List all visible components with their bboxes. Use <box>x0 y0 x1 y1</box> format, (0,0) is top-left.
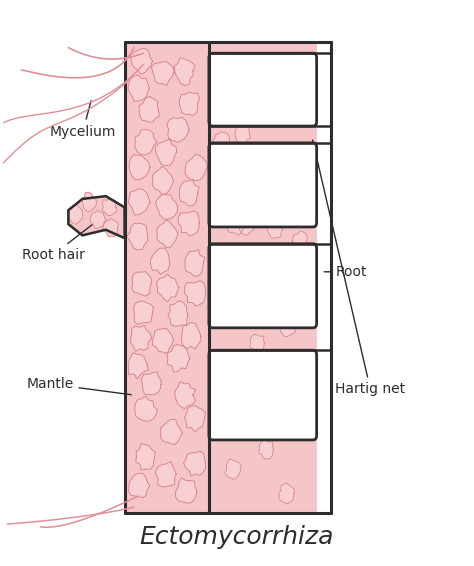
Polygon shape <box>155 461 176 487</box>
Polygon shape <box>239 217 255 235</box>
Polygon shape <box>178 211 199 236</box>
Polygon shape <box>267 220 283 239</box>
Polygon shape <box>130 325 152 351</box>
Polygon shape <box>184 406 206 432</box>
Polygon shape <box>128 188 150 215</box>
Polygon shape <box>279 483 294 504</box>
Polygon shape <box>265 305 281 323</box>
Polygon shape <box>135 396 157 421</box>
Text: Ectomycorrhiza: Ectomycorrhiza <box>140 525 334 549</box>
Polygon shape <box>151 62 174 85</box>
Polygon shape <box>128 353 148 379</box>
Polygon shape <box>185 154 207 181</box>
Polygon shape <box>267 171 282 187</box>
Polygon shape <box>185 250 205 276</box>
Polygon shape <box>168 301 188 326</box>
Polygon shape <box>292 231 307 251</box>
Polygon shape <box>127 223 148 250</box>
Text: Root: Root <box>324 265 367 279</box>
Polygon shape <box>219 191 237 211</box>
Polygon shape <box>219 383 235 402</box>
Polygon shape <box>235 125 250 144</box>
Polygon shape <box>288 60 303 76</box>
Polygon shape <box>259 440 273 459</box>
Polygon shape <box>68 196 125 238</box>
Polygon shape <box>132 272 151 296</box>
Polygon shape <box>210 306 227 324</box>
Polygon shape <box>271 273 286 294</box>
Text: Mycelium: Mycelium <box>50 101 116 139</box>
FancyBboxPatch shape <box>209 244 317 328</box>
Polygon shape <box>258 194 274 213</box>
Polygon shape <box>182 323 201 349</box>
Polygon shape <box>167 345 190 372</box>
Polygon shape <box>102 199 117 216</box>
Polygon shape <box>213 132 229 151</box>
Text: Mantle: Mantle <box>26 377 131 395</box>
Polygon shape <box>255 410 271 429</box>
Polygon shape <box>161 419 182 444</box>
Polygon shape <box>175 381 196 409</box>
Polygon shape <box>135 130 157 155</box>
Polygon shape <box>243 246 259 266</box>
Polygon shape <box>179 92 200 115</box>
Polygon shape <box>283 271 299 289</box>
Polygon shape <box>228 215 245 235</box>
Polygon shape <box>232 255 246 276</box>
FancyBboxPatch shape <box>209 350 317 440</box>
Polygon shape <box>243 181 261 201</box>
Polygon shape <box>278 190 295 208</box>
Polygon shape <box>167 118 189 143</box>
Bar <box>209 42 317 513</box>
Polygon shape <box>103 218 118 237</box>
Polygon shape <box>175 478 197 503</box>
Polygon shape <box>82 192 97 212</box>
Polygon shape <box>129 155 150 180</box>
Polygon shape <box>263 75 278 93</box>
Polygon shape <box>90 210 106 229</box>
Polygon shape <box>271 146 287 165</box>
Polygon shape <box>292 375 307 395</box>
Polygon shape <box>280 318 296 337</box>
Bar <box>125 42 209 513</box>
Polygon shape <box>183 451 206 476</box>
Polygon shape <box>291 98 306 115</box>
Polygon shape <box>141 372 161 395</box>
Polygon shape <box>128 75 149 101</box>
FancyBboxPatch shape <box>209 143 317 227</box>
Polygon shape <box>157 220 178 248</box>
Polygon shape <box>250 335 264 353</box>
Text: Hartig net: Hartig net <box>312 140 405 397</box>
Polygon shape <box>179 179 199 206</box>
Polygon shape <box>152 329 173 354</box>
Polygon shape <box>156 274 179 302</box>
Polygon shape <box>150 248 170 275</box>
Polygon shape <box>136 444 155 470</box>
Polygon shape <box>215 264 230 283</box>
Polygon shape <box>139 96 159 122</box>
Polygon shape <box>155 195 177 220</box>
Polygon shape <box>184 281 206 306</box>
Polygon shape <box>128 473 150 498</box>
Polygon shape <box>225 459 241 479</box>
Polygon shape <box>130 49 153 74</box>
Polygon shape <box>69 205 83 224</box>
Polygon shape <box>234 310 250 329</box>
Polygon shape <box>153 166 173 194</box>
Polygon shape <box>274 385 290 405</box>
Polygon shape <box>270 144 285 163</box>
Polygon shape <box>134 301 154 324</box>
Polygon shape <box>234 162 250 183</box>
Polygon shape <box>282 302 298 320</box>
Text: Root hair: Root hair <box>21 223 94 262</box>
Polygon shape <box>155 139 177 166</box>
FancyBboxPatch shape <box>209 53 317 126</box>
Polygon shape <box>174 58 195 85</box>
